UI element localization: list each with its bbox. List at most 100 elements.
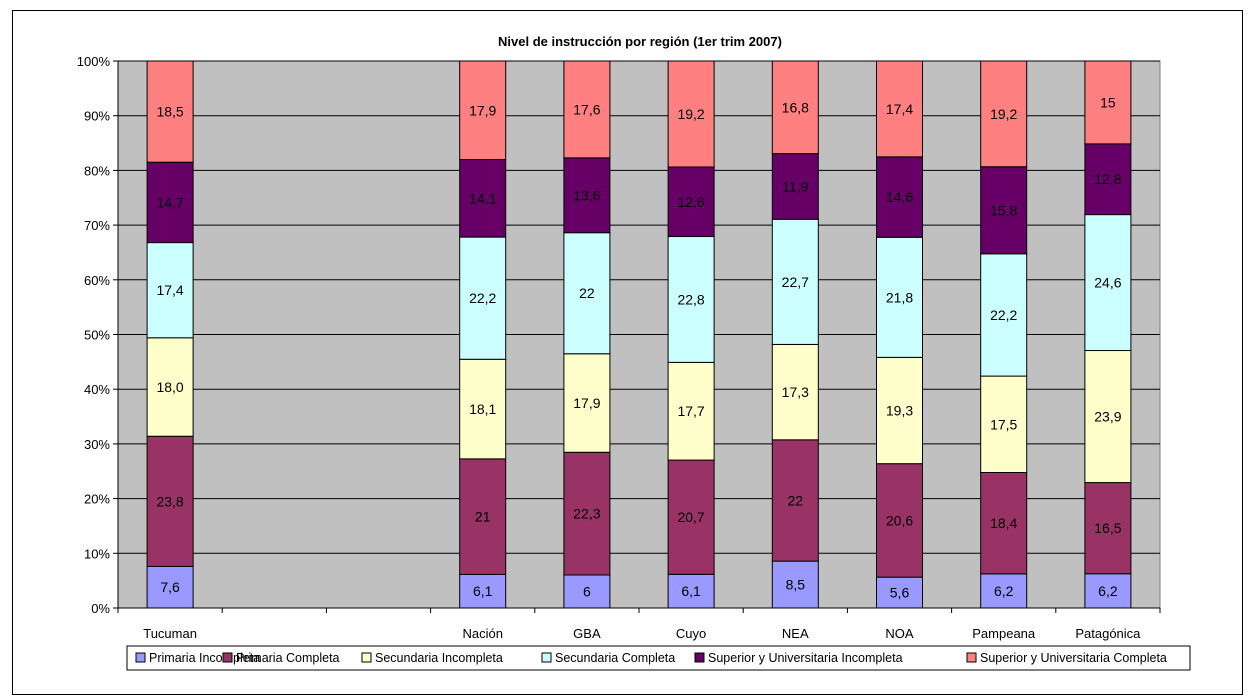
bar-segment (146, 60, 194, 163)
y-tick-label: 60% (84, 273, 110, 288)
y-tick-label: 70% (84, 218, 110, 233)
bar-segment (563, 232, 611, 355)
data-label: 6,2 (1098, 583, 1118, 599)
y-tick-label: 50% (84, 328, 110, 343)
bar-segment (876, 463, 923, 578)
bar-segment (1084, 60, 1132, 145)
data-label: 16,8 (782, 99, 809, 115)
data-label: 12,6 (677, 194, 704, 210)
legend-label: Superior y Universitaria Incompleta (708, 651, 903, 665)
legend-swatch (966, 652, 977, 663)
bar-segment (1084, 214, 1132, 352)
bar-segment (980, 375, 1028, 473)
data-label: 13,6 (573, 187, 600, 203)
data-label: 8,5 (786, 577, 806, 593)
bar-segment (459, 358, 507, 460)
y-tick-label: 20% (84, 492, 110, 507)
bar-segment (667, 361, 715, 461)
bar-segment (146, 337, 194, 437)
bar-segment (876, 576, 923, 609)
bar-segment (1084, 350, 1132, 484)
data-label: 20,7 (677, 509, 704, 525)
y-tick-label: 0% (91, 601, 110, 616)
data-label: 6 (583, 583, 591, 599)
axes: 0% 10% 20% 30% 40% 50% 60% 70% 80% 90% 100% Tucuman… (77, 54, 1161, 641)
data-label: 7,6 (160, 579, 180, 595)
bar-segment (980, 60, 1028, 168)
bar-segment (563, 60, 611, 159)
data-label: 14,7 (156, 194, 183, 210)
bar-segment (876, 236, 923, 358)
bar-segment (1084, 482, 1132, 575)
data-label: 17,4 (886, 101, 913, 117)
data-label: 14,6 (886, 189, 913, 205)
x-tick-label: Nación (462, 626, 502, 641)
bar-segment (563, 157, 611, 234)
data-label: 18,0 (156, 379, 183, 395)
bar-segment (146, 242, 194, 339)
x-tick-label: GBA (573, 626, 601, 641)
bar-segment (459, 458, 507, 575)
data-label: 22,2 (990, 307, 1017, 323)
data-label: 19,3 (886, 403, 913, 419)
legend-swatch (541, 652, 552, 663)
y-tick-label: 30% (84, 437, 110, 452)
data-label: 17,4 (156, 282, 183, 298)
bar-segment (146, 435, 194, 567)
x-tick-label: Tucuman (143, 626, 197, 641)
bar-segment (876, 60, 923, 158)
bar-segment (459, 60, 507, 161)
x-tick-label: NOA (885, 626, 914, 641)
data-label: 11,9 (782, 178, 808, 194)
data-label: 24,6 (1094, 275, 1121, 291)
data-label: 19,2 (990, 106, 1017, 122)
data-label: 22 (579, 285, 595, 301)
legend-label: Secundaria Completa (555, 651, 675, 665)
data-label: 22,3 (573, 506, 600, 522)
legend-label: Superior y Universitaria Completa (980, 651, 1167, 665)
bar-segment (980, 471, 1028, 575)
data-label: 20,6 (886, 512, 913, 528)
bar-segment (876, 156, 923, 238)
data-label: 23,8 (156, 493, 183, 509)
y-tick-label: 90% (84, 109, 110, 124)
data-label: 22,8 (677, 291, 704, 307)
y-tick-label: 40% (84, 382, 110, 397)
legend-swatch (694, 652, 705, 663)
data-label: 22,7 (782, 274, 809, 290)
data-label: 21,8 (886, 289, 913, 305)
y-tick-label: 10% (84, 546, 110, 561)
bar-segment (667, 166, 715, 238)
data-label: 6,1 (681, 583, 701, 599)
data-label: 17,5 (990, 416, 1017, 432)
data-label: 6,2 (994, 583, 1014, 599)
data-label: 14,1 (469, 190, 496, 206)
legend-box (126, 645, 1191, 671)
bar-segment (771, 153, 819, 220)
bar-segment (459, 236, 507, 360)
bar-segment (563, 451, 611, 576)
data-label: 22,2 (469, 290, 496, 306)
bar-segment (146, 161, 194, 244)
x-tick-label: NEA (782, 626, 809, 641)
x-tick-label: Pampeana (972, 626, 1036, 641)
bar-segment (980, 573, 1028, 609)
bar-segment (459, 573, 507, 609)
legend-swatch (135, 652, 146, 663)
bar-segment (771, 218, 819, 345)
data-label: 21 (475, 509, 491, 525)
data-label: 17,7 (677, 403, 704, 419)
data-label: 12,8 (1094, 171, 1121, 187)
chart-title: Nivel de instrucción por región (1er tri… (498, 34, 782, 49)
data-label: 5,6 (890, 585, 910, 601)
x-tick-label: Patagónica (1075, 626, 1141, 641)
data-label: 16,5 (1094, 520, 1121, 536)
data-label: 6,1 (473, 583, 493, 599)
legend-label: Secundaria Incompleta (375, 651, 503, 665)
data-label: 19,2 (677, 106, 704, 122)
data-label: 23,9 (1094, 409, 1121, 425)
data-label: 17,9 (469, 102, 496, 118)
bar-segment (563, 353, 611, 453)
x-tick-label: Cuyo (676, 626, 706, 641)
legend-label: Primaria Completa (236, 651, 340, 665)
